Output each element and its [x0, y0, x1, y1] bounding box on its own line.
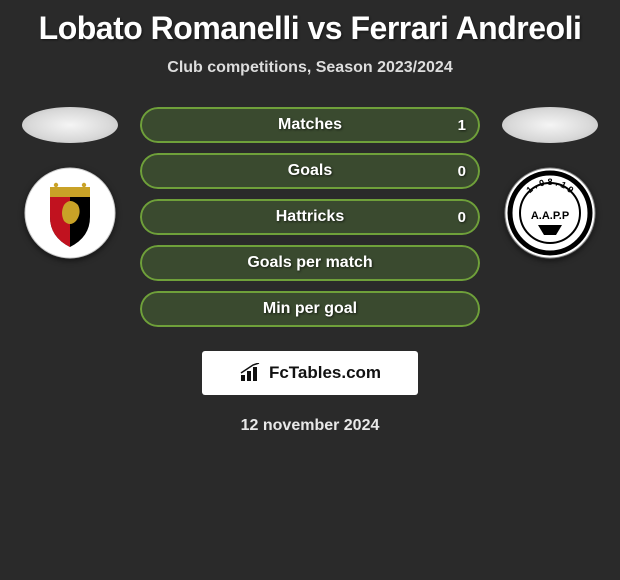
stat-label: Matches: [278, 116, 342, 134]
stat-pill-matches: Matches 1: [140, 107, 480, 143]
left-player-column: [20, 107, 120, 259]
club-crest-icon: A.A.P.P 1 . 0 8 . 1 9: [504, 167, 596, 259]
stat-value-right: 1: [458, 117, 466, 134]
left-club-badge: [24, 167, 116, 259]
right-club-badge: A.A.P.P 1 . 0 8 . 1 9: [504, 167, 596, 259]
comparison-area: Matches 1 Goals 0 Hattricks 0 Goals per match M…: [0, 107, 620, 327]
page-title: Lobato Romanelli vs Ferrari Andreoli: [0, 10, 620, 47]
stat-pill-goals: Goals 0: [140, 153, 480, 189]
subtitle: Club competitions, Season 2023/2024: [0, 59, 620, 77]
stats-column: Matches 1 Goals 0 Hattricks 0 Goals per match M…: [140, 107, 480, 327]
stat-label: Goals per match: [247, 254, 372, 272]
stat-value-right: 0: [458, 163, 466, 180]
stat-pill-goals-per-match: Goals per match: [140, 245, 480, 281]
stat-value-right: 0: [458, 209, 466, 226]
stat-label: Goals: [288, 162, 332, 180]
stat-label: Hattricks: [276, 208, 344, 226]
left-avatar-placeholder: [22, 107, 118, 143]
stat-pill-min-per-goal: Min per goal: [140, 291, 480, 327]
right-player-column: A.A.P.P 1 . 0 8 . 1 9: [500, 107, 600, 259]
badge-text: A.A.P.P: [531, 210, 569, 222]
date-text: 12 november 2024: [0, 417, 620, 435]
branding-badge: FcTables.com: [202, 351, 418, 395]
shield-icon: [24, 167, 116, 259]
right-avatar-placeholder: [502, 107, 598, 143]
chart-icon: [239, 363, 263, 383]
branding-text: FcTables.com: [269, 363, 381, 383]
stat-pill-hattricks: Hattricks 0: [140, 199, 480, 235]
stat-label: Min per goal: [263, 300, 357, 318]
